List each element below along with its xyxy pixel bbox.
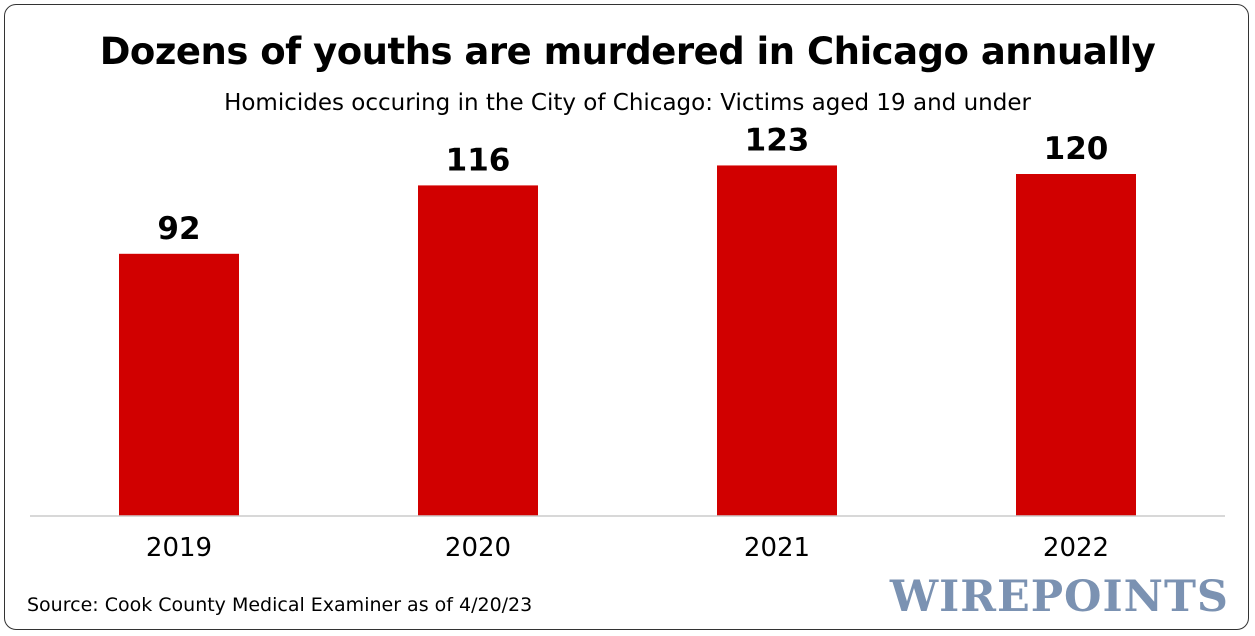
source-note: Source: Cook County Medical Examiner as …: [27, 594, 533, 616]
chart-subtitle: Homicides occuring in the City of Chicag…: [224, 90, 1031, 116]
bar-2019: [119, 253, 239, 517]
bar-2022: [1016, 174, 1136, 516]
data-label-2019: 92: [157, 211, 200, 247]
x-tick-label-2021: 2021: [744, 533, 810, 563]
bars-layer: 92 2019 116 2020 123 2021 120 2022: [119, 122, 1136, 563]
data-label-2022: 120: [1044, 131, 1109, 167]
x-tick-label-2020: 2020: [445, 533, 511, 563]
data-label-2020: 116: [446, 142, 511, 178]
chart-title: Dozens of youths are murdered in Chicago…: [99, 30, 1156, 73]
bar-2021: [717, 165, 837, 516]
brand-logo: WIREPOINTS: [889, 572, 1229, 622]
x-tick-label-2019: 2019: [146, 533, 212, 563]
data-label-2021: 123: [745, 122, 810, 158]
bar-2020: [418, 185, 538, 516]
x-tick-label-2022: 2022: [1043, 533, 1109, 563]
